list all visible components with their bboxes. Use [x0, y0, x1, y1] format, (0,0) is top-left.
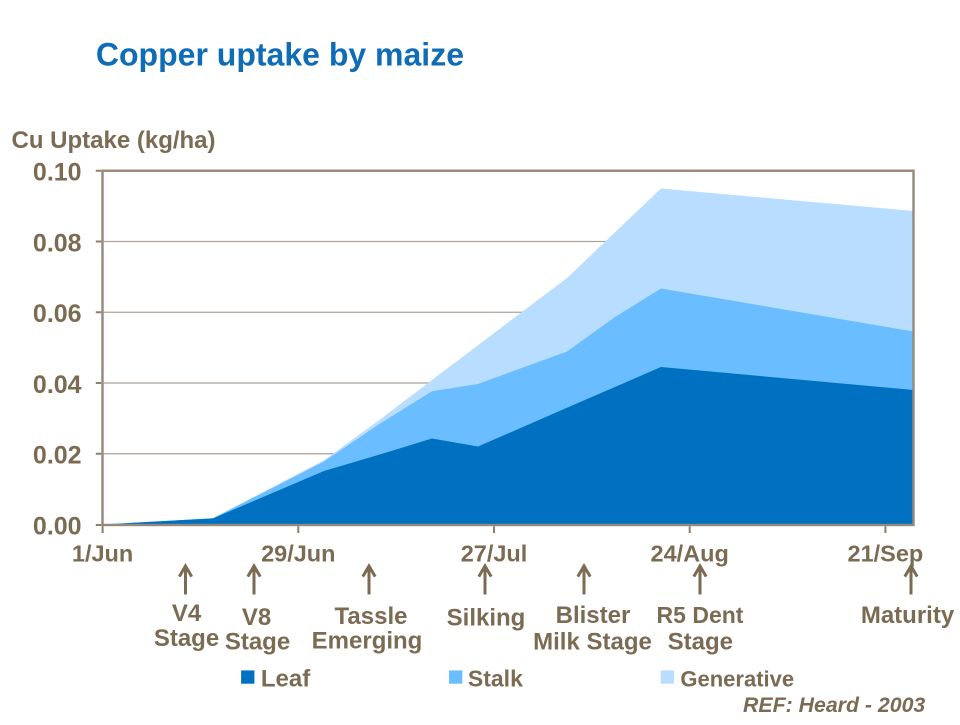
svg-text:0.10: 0.10	[33, 159, 82, 187]
svg-text:1/Jun: 1/Jun	[72, 541, 133, 567]
svg-text:Leaf: Leaf	[261, 665, 311, 692]
svg-text:0.02: 0.02	[33, 442, 82, 470]
svg-text:Blister: Blister	[556, 602, 631, 629]
svg-text:Milk Stage: Milk Stage	[533, 629, 652, 656]
svg-text:21/Sep: 21/Sep	[848, 541, 924, 567]
svg-text:R5 Dent: R5 Dent	[657, 602, 744, 628]
svg-text:0.04: 0.04	[33, 371, 82, 399]
svg-text:Emerging: Emerging	[312, 628, 423, 655]
svg-text:Stage: Stage	[154, 625, 219, 652]
svg-text:Stage: Stage	[225, 629, 290, 656]
svg-text:Stage: Stage	[668, 629, 733, 656]
svg-text:REF: Heard - 2003: REF: Heard - 2003	[743, 693, 925, 717]
svg-text:Maturity: Maturity	[861, 602, 955, 629]
svg-text:29/Jun: 29/Jun	[261, 541, 335, 567]
svg-text:Copper uptake by maize: Copper uptake by maize	[96, 37, 464, 73]
svg-text:Stalk: Stalk	[468, 665, 523, 691]
svg-text:Cu Uptake (kg/ha): Cu Uptake (kg/ha)	[12, 127, 216, 154]
svg-text:Tassle: Tassle	[335, 603, 408, 630]
svg-text:V8: V8	[242, 604, 271, 631]
svg-text:0.06: 0.06	[33, 300, 82, 328]
svg-text:Generative: Generative	[680, 666, 794, 691]
svg-text:V4: V4	[172, 600, 202, 627]
svg-text:27/Jul: 27/Jul	[461, 541, 528, 567]
svg-text:24/Aug: 24/Aug	[651, 541, 729, 567]
svg-text:Silking: Silking	[447, 604, 526, 631]
svg-text:0.00: 0.00	[33, 512, 82, 540]
svg-text:0.08: 0.08	[33, 229, 82, 257]
